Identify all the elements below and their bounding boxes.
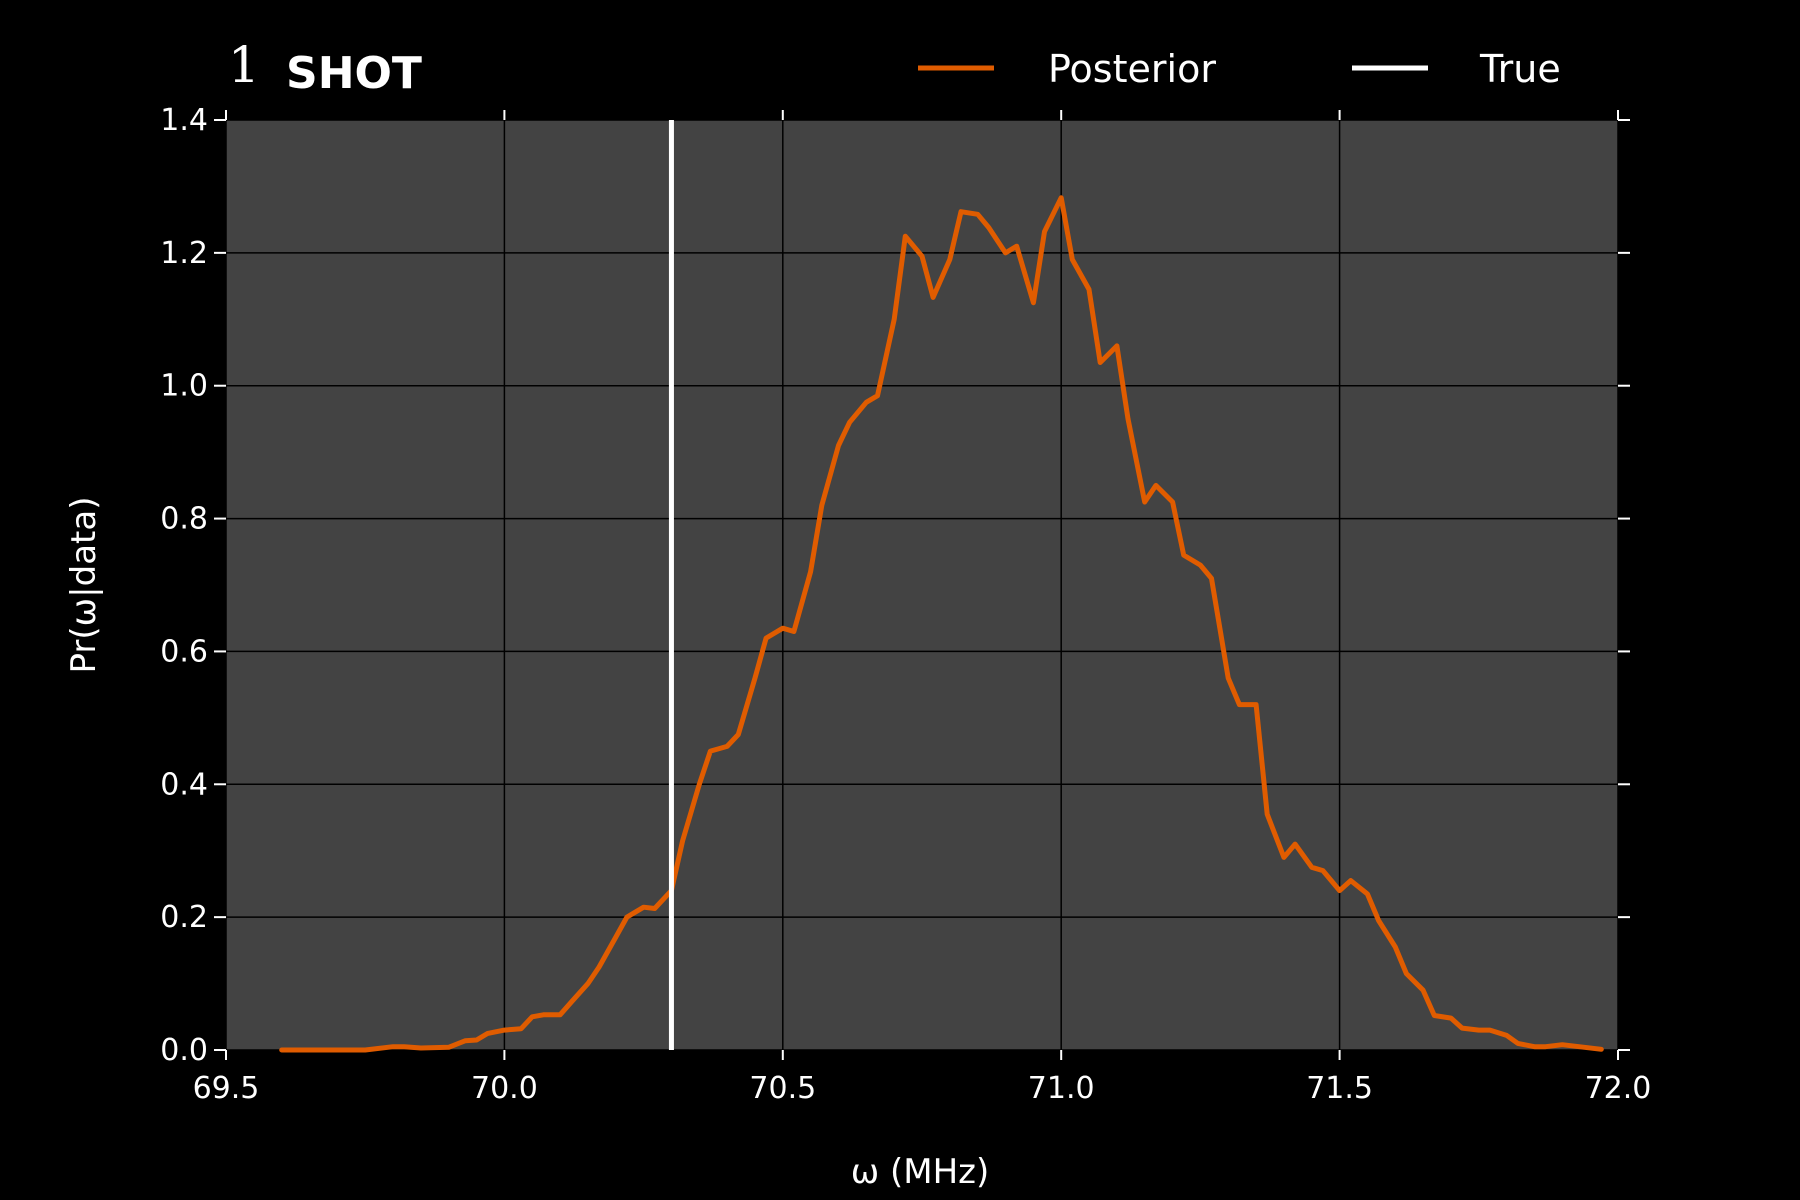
- y-tick-label: 1.4: [160, 103, 208, 138]
- posterior-line: [279, 195, 1604, 1053]
- y-tick-label: 0.8: [160, 502, 208, 537]
- y-tick-label: 0.0: [160, 1033, 208, 1068]
- plot-area: [226, 120, 1618, 1050]
- y-tick-label: 0.6: [160, 634, 208, 669]
- x-tick-label: 72.0: [1585, 1071, 1652, 1106]
- ticks: 69.5 70.0 70.5 71.0 71.5 72.0 0.0 0.2 0.4 0.6 0.8 1…: [160, 103, 1651, 1106]
- y-tick-label: 0.4: [160, 767, 208, 802]
- legend-label-posterior: Posterior: [1048, 47, 1216, 91]
- legend-label-true: True: [1479, 47, 1561, 91]
- series: [279, 120, 1604, 1053]
- grid: [225, 119, 1619, 1051]
- y-tick-label: 1.2: [160, 236, 208, 271]
- x-tick-label: 70.5: [749, 1071, 816, 1106]
- y-tick-label: 0.2: [160, 900, 208, 935]
- x-tick-label: 70.0: [471, 1071, 538, 1106]
- chart-title-word: SHOT: [286, 48, 422, 99]
- x-tick-label: 69.5: [193, 1071, 260, 1106]
- x-axis-label: ω (MHz): [851, 1152, 990, 1192]
- legend: Posterior True: [918, 47, 1561, 91]
- chart-title-number: 1: [228, 36, 260, 94]
- y-axis-label: Pr(ω|data): [64, 497, 104, 674]
- x-tick-label: 71.5: [1306, 1071, 1373, 1106]
- x-tick-label: 71.0: [1028, 1071, 1095, 1106]
- y-tick-label: 1.0: [160, 369, 208, 404]
